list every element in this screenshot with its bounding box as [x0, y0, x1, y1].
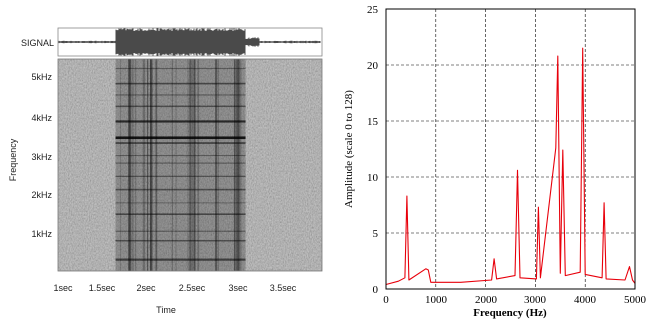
spectrogram-band	[115, 162, 246, 164]
spectrogram-streak	[134, 59, 137, 271]
spectrum-y-tick: 0	[373, 284, 379, 296]
spectrogram-streak	[189, 59, 191, 271]
spectrum-y-ticks: 0 5 10 15 20 25	[367, 4, 379, 296]
spec-y-tick: 3kHz	[31, 152, 52, 162]
spectrogram-streak	[193, 59, 195, 271]
spectrogram-band	[115, 82, 246, 85]
spectrum-x-tick: 2000	[475, 294, 498, 306]
spectrogram-streak	[191, 59, 193, 271]
spectrogram-streak	[128, 59, 131, 271]
spectrogram-streak	[147, 59, 149, 271]
spec-x-tick: 1sec	[53, 283, 73, 293]
spectrogram-frame	[57, 58, 323, 272]
spectrum-x-tick: 4000	[574, 294, 597, 306]
spectrogram-x-label: Time	[156, 305, 176, 315]
spectrogram-band	[115, 105, 246, 108]
signal-label: SIGNAL	[21, 38, 54, 48]
spectrogram-band	[115, 94, 246, 96]
spectrogram-band	[115, 67, 246, 70]
spectrogram-band	[115, 120, 246, 123]
spectrum-x-tick: 5000	[624, 294, 647, 306]
spectrum-x-label: Frequency (Hz)	[473, 307, 547, 319]
spectrogram-band	[115, 175, 246, 178]
spectrogram-overlay	[115, 59, 246, 271]
spec-x-tick: 2sec	[136, 283, 156, 293]
spectrogram-panel: SIGNAL 1kHz 2kHz 3kHz 4kHz 5kHz Frequenc…	[8, 27, 323, 315]
spectrogram-y-ticks: 1kHz 2kHz 3kHz 4kHz 5kHz	[31, 72, 52, 239]
spectrogram-band	[115, 258, 246, 261]
spectrogram-active-region	[115, 59, 246, 271]
spec-y-tick: 5kHz	[31, 72, 52, 82]
spec-x-tick: 1.5sec	[89, 283, 116, 293]
spectrum-series	[385, 47, 636, 286]
spectrum-grid	[386, 9, 635, 289]
spectrum-x-tick: 0	[383, 294, 389, 306]
spectrum-frame	[385, 8, 636, 290]
spectrogram-streak	[175, 59, 177, 271]
spectrogram-grain	[58, 59, 322, 271]
spec-x-tick: 3sec	[228, 283, 248, 293]
spectrogram-streak	[120, 59, 122, 271]
spectrogram-streak	[171, 59, 173, 271]
spec-x-tick: 3.5sec	[270, 283, 297, 293]
spectrogram-streak	[187, 59, 189, 271]
signal-trace	[58, 28, 321, 56]
spectrum-panel: 0 5 10 15 20 25 Amplitude (scale 0 to 12…	[343, 4, 647, 319]
spectrogram-band	[115, 239, 246, 242]
spectrogram-streak	[217, 59, 219, 271]
spectrum-y-tick: 20	[367, 60, 379, 72]
spectrogram-band	[115, 188, 246, 191]
spectrum-plot-area	[386, 9, 635, 289]
spectrogram-streak	[238, 59, 242, 271]
spectrogram-streak	[155, 59, 158, 271]
spectrogram-streak	[197, 59, 200, 271]
spectrogram-band	[115, 136, 246, 140]
spec-x-tick: 2.5sec	[179, 283, 206, 293]
spectrogram-streak	[129, 59, 132, 271]
spectrogram-y-label: Frequency	[8, 138, 18, 181]
spectrogram-band	[115, 230, 246, 232]
spectrum-x-tick: 3000	[524, 294, 547, 306]
spectrum-y-tick: 25	[367, 4, 379, 16]
spectrogram-streak	[194, 59, 196, 271]
spectrum-y-tick: 5	[373, 228, 379, 240]
spec-y-tick: 2kHz	[31, 190, 52, 200]
spectrogram-band	[115, 213, 246, 216]
spectrogram-band	[115, 202, 246, 204]
spectrogram-streak	[190, 59, 192, 271]
spectrogram-streak	[236, 59, 239, 271]
spectrum-x-tick: 1000	[425, 294, 448, 306]
spectrum-x-ticks: 0 1000 2000 3000 4000 5000	[383, 294, 646, 306]
spectrogram-streak	[142, 59, 146, 271]
spectrum-y-tick: 15	[367, 116, 379, 128]
spectrogram-streak	[150, 59, 152, 271]
spec-y-tick: 1kHz	[31, 229, 52, 239]
spectrum-line	[385, 47, 636, 286]
spectrogram-band	[115, 154, 246, 157]
spectrogram-streak	[233, 59, 236, 271]
spectrum-y-label: Amplitude (scale 0 to 128)	[343, 90, 355, 208]
spectrogram-streak	[131, 59, 134, 271]
spectrogram-x-ticks: 1sec 1.5sec 2sec 2.5sec 3sec 3.5sec	[53, 283, 296, 293]
signal-waveform	[58, 28, 321, 56]
spectrogram-streak	[235, 59, 238, 271]
spectrogram-band	[115, 142, 246, 144]
spectrogram-streak	[215, 59, 217, 271]
spectrogram-streak	[238, 59, 240, 271]
spectrum-y-tick: 10	[367, 172, 379, 184]
spec-y-tick: 4kHz	[31, 113, 52, 123]
spectrogram-streak	[150, 59, 153, 271]
